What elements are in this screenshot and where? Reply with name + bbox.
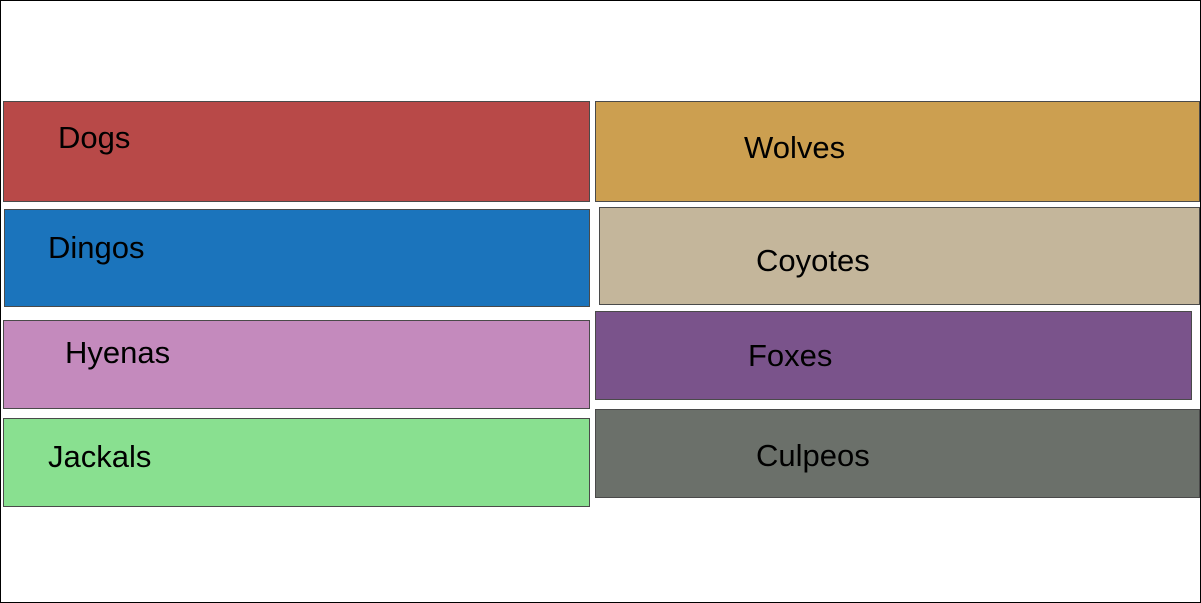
tile-wolves: Wolves <box>595 101 1200 202</box>
tile-coyotes: Coyotes <box>599 207 1200 305</box>
tile-label-jackals: Jackals <box>48 439 152 474</box>
tile-label-hyenas: Hyenas <box>65 335 171 370</box>
tile-label-foxes: Foxes <box>748 338 833 373</box>
tile-dogs: Dogs <box>3 101 590 202</box>
tile-label-dogs: Dogs <box>58 120 131 155</box>
tile-hyenas: Hyenas <box>3 320 590 409</box>
tile-label-wolves: Wolves <box>744 130 846 165</box>
tile-label-culpeos: Culpeos <box>756 438 870 473</box>
tile-label-coyotes: Coyotes <box>756 243 870 278</box>
tile-foxes: Foxes <box>595 311 1192 400</box>
tile-culpeos: Culpeos <box>595 409 1200 498</box>
tile-jackals: Jackals <box>3 418 590 507</box>
tile-label-dingos: Dingos <box>48 230 145 265</box>
tile-dingos: Dingos <box>4 209 590 307</box>
